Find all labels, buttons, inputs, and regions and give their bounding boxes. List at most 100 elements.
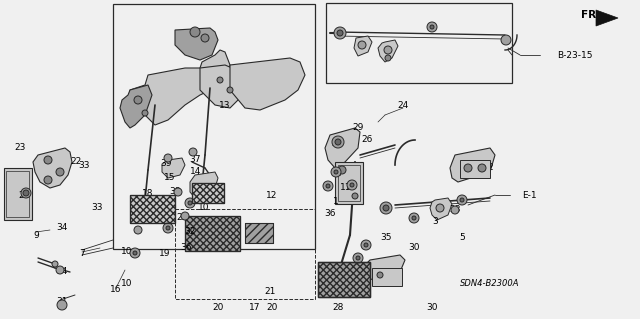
Text: 37: 37 xyxy=(189,154,201,164)
Text: 16: 16 xyxy=(110,286,122,294)
Polygon shape xyxy=(354,36,372,56)
Text: 36: 36 xyxy=(180,242,192,251)
Circle shape xyxy=(384,46,392,54)
Text: SDN4-B2300A: SDN4-B2300A xyxy=(460,279,520,288)
Circle shape xyxy=(163,223,173,233)
Circle shape xyxy=(189,148,197,156)
Polygon shape xyxy=(596,10,618,26)
Text: 27: 27 xyxy=(332,138,342,147)
Circle shape xyxy=(190,27,200,37)
Text: 1: 1 xyxy=(333,197,339,205)
Circle shape xyxy=(358,41,366,49)
Circle shape xyxy=(23,190,29,196)
Text: 30: 30 xyxy=(408,242,420,251)
Circle shape xyxy=(353,253,363,263)
Text: 5: 5 xyxy=(459,233,465,241)
Circle shape xyxy=(227,87,233,93)
Circle shape xyxy=(166,226,170,230)
Circle shape xyxy=(377,272,383,278)
Bar xyxy=(113,4,315,249)
Circle shape xyxy=(383,205,389,211)
Text: 10: 10 xyxy=(121,248,132,256)
Polygon shape xyxy=(162,158,185,178)
Circle shape xyxy=(331,167,341,177)
Circle shape xyxy=(457,195,467,205)
Bar xyxy=(4,168,32,220)
Polygon shape xyxy=(120,85,152,128)
Circle shape xyxy=(56,168,64,176)
Text: 18: 18 xyxy=(142,189,154,197)
Bar xyxy=(185,216,240,251)
Polygon shape xyxy=(362,255,405,280)
Circle shape xyxy=(352,193,358,199)
Circle shape xyxy=(21,188,31,198)
Text: 11: 11 xyxy=(340,183,352,192)
Circle shape xyxy=(134,226,142,234)
Text: 26: 26 xyxy=(19,190,29,199)
Text: 13: 13 xyxy=(220,100,231,109)
Circle shape xyxy=(44,156,52,164)
Text: 34: 34 xyxy=(56,268,68,277)
Circle shape xyxy=(350,183,354,187)
Circle shape xyxy=(338,166,346,174)
Circle shape xyxy=(185,198,195,208)
Text: 12: 12 xyxy=(266,191,278,201)
Circle shape xyxy=(335,139,341,145)
Text: 15: 15 xyxy=(164,174,176,182)
Circle shape xyxy=(133,251,137,255)
Text: 27: 27 xyxy=(332,169,344,179)
Text: 28: 28 xyxy=(332,302,344,311)
Text: 31: 31 xyxy=(56,298,68,307)
Circle shape xyxy=(347,180,357,190)
Circle shape xyxy=(337,30,343,36)
Circle shape xyxy=(323,181,333,191)
Circle shape xyxy=(501,35,511,45)
Circle shape xyxy=(57,300,67,310)
Text: 17: 17 xyxy=(249,302,260,311)
Text: 23: 23 xyxy=(14,144,26,152)
Circle shape xyxy=(217,77,223,83)
Circle shape xyxy=(181,212,189,220)
Text: 33: 33 xyxy=(92,203,103,211)
Text: 39: 39 xyxy=(160,160,172,168)
Circle shape xyxy=(142,110,148,116)
Text: 33: 33 xyxy=(78,160,90,169)
Circle shape xyxy=(44,176,52,184)
Text: 7: 7 xyxy=(79,249,85,257)
Text: 2: 2 xyxy=(487,162,493,172)
Circle shape xyxy=(427,22,437,32)
Circle shape xyxy=(361,240,371,250)
Circle shape xyxy=(188,201,192,205)
Circle shape xyxy=(412,216,416,220)
Polygon shape xyxy=(33,148,72,188)
Polygon shape xyxy=(325,128,360,168)
Bar xyxy=(335,162,363,204)
Polygon shape xyxy=(175,28,218,60)
Text: 20: 20 xyxy=(266,302,278,311)
Circle shape xyxy=(430,25,434,29)
Circle shape xyxy=(464,164,472,172)
Circle shape xyxy=(356,256,360,260)
Text: 10: 10 xyxy=(121,278,132,287)
Circle shape xyxy=(385,55,391,61)
Bar xyxy=(130,195,175,223)
Text: 14: 14 xyxy=(190,167,202,176)
Circle shape xyxy=(326,184,330,188)
Text: 3: 3 xyxy=(432,218,438,226)
Bar xyxy=(245,223,273,243)
Text: 25: 25 xyxy=(176,213,188,222)
Circle shape xyxy=(409,213,419,223)
Text: 20: 20 xyxy=(212,302,224,311)
Text: 30: 30 xyxy=(426,303,438,313)
Circle shape xyxy=(52,261,58,267)
Text: 10: 10 xyxy=(198,204,210,212)
Bar xyxy=(338,165,360,201)
Circle shape xyxy=(380,202,392,214)
Bar xyxy=(326,3,512,83)
Bar xyxy=(192,183,224,203)
Text: 38: 38 xyxy=(169,187,180,196)
Text: FR.: FR. xyxy=(580,10,600,20)
Text: 32: 32 xyxy=(184,227,196,236)
Text: 9: 9 xyxy=(33,231,39,240)
Text: 34: 34 xyxy=(56,224,68,233)
